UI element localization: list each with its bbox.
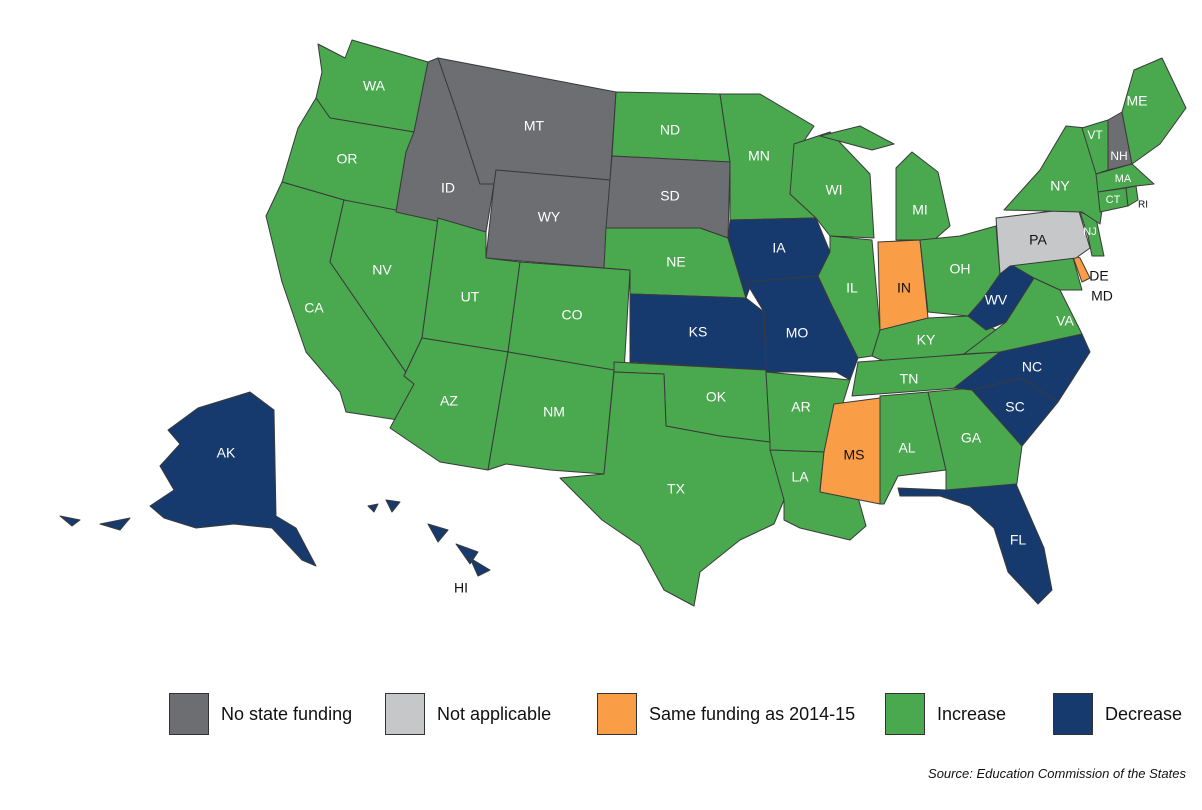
label-mo: MO bbox=[786, 325, 809, 341]
label-oh: OH bbox=[950, 261, 971, 277]
label-wy: WY bbox=[538, 209, 561, 225]
label-ks: KS bbox=[689, 324, 708, 340]
label-nh: NH bbox=[1110, 149, 1127, 163]
label-nj: NJ bbox=[1083, 226, 1096, 238]
label-wv: WV bbox=[985, 292, 1008, 308]
label-va: VA bbox=[1056, 313, 1074, 329]
legend-item-no-state-funding: No state funding bbox=[169, 692, 352, 736]
label-al: AL bbox=[898, 440, 915, 456]
state-ma bbox=[1095, 163, 1155, 193]
legend-swatch bbox=[385, 693, 425, 735]
legend-swatch bbox=[1053, 693, 1093, 735]
legend-item-decrease: Decrease bbox=[1053, 692, 1182, 736]
legend-item-increase: Increase bbox=[885, 692, 1006, 736]
label-sd: SD bbox=[660, 188, 679, 204]
label-co: CO bbox=[562, 307, 583, 323]
legend-label: Not applicable bbox=[437, 703, 552, 724]
label-pa: PA bbox=[1029, 232, 1047, 248]
label-az: AZ bbox=[440, 393, 458, 409]
legend-item-not-applicable: Not applicable bbox=[385, 692, 551, 736]
label-md: MD bbox=[1091, 288, 1113, 304]
state-wy bbox=[485, 169, 611, 269]
state-tx bbox=[559, 371, 785, 607]
state-hi bbox=[367, 499, 491, 577]
label-ct: CT bbox=[1106, 194, 1121, 206]
label-nc: NC bbox=[1022, 359, 1042, 375]
legend-label: Increase bbox=[937, 703, 1007, 724]
label-vt: VT bbox=[1087, 128, 1103, 142]
label-mn: MN bbox=[748, 148, 770, 164]
state-fl bbox=[897, 483, 1053, 605]
legend-swatch bbox=[885, 693, 925, 735]
legend-item-same-funding: Same funding as 2014-15 bbox=[597, 692, 855, 736]
legend-swatch bbox=[169, 693, 209, 735]
label-me: ME bbox=[1127, 93, 1148, 109]
label-ga: GA bbox=[961, 430, 982, 446]
legend-label: Decrease bbox=[1105, 703, 1183, 724]
label-mi: MI bbox=[912, 202, 928, 218]
state-labels: WA OR CA NV ID MT WY UT CO AZ NM ND SD N… bbox=[217, 78, 1148, 596]
label-in: IN bbox=[897, 280, 911, 296]
label-ms: MS bbox=[844, 447, 865, 463]
label-ia: IA bbox=[772, 240, 786, 256]
label-tx: TX bbox=[667, 481, 686, 497]
label-or: OR bbox=[337, 151, 358, 167]
label-tn: TN bbox=[900, 371, 919, 387]
label-hi: HI bbox=[454, 580, 468, 596]
source-note: Source: Education Commission of the Stat… bbox=[928, 766, 1186, 781]
label-sc: SC bbox=[1005, 399, 1024, 415]
label-ne: NE bbox=[666, 254, 685, 270]
label-ok: OK bbox=[706, 389, 727, 405]
label-id: ID bbox=[441, 180, 455, 196]
legend-swatch bbox=[597, 693, 637, 735]
label-de: DE bbox=[1089, 268, 1108, 284]
label-nm: NM bbox=[543, 404, 565, 420]
state-ms bbox=[819, 397, 881, 505]
state-mi bbox=[819, 125, 951, 241]
legend-label: Same funding as 2014-15 bbox=[649, 703, 856, 724]
label-wa: WA bbox=[363, 78, 386, 94]
label-ak: AK bbox=[217, 445, 236, 461]
label-ca: CA bbox=[304, 300, 324, 316]
state-ak bbox=[59, 391, 317, 567]
label-nv: NV bbox=[372, 262, 392, 278]
label-il: IL bbox=[846, 280, 858, 296]
label-wi: WI bbox=[825, 182, 842, 198]
label-ri: RI bbox=[1138, 200, 1148, 211]
label-fl: FL bbox=[1010, 532, 1027, 548]
label-ny: NY bbox=[1050, 178, 1070, 194]
label-nd: ND bbox=[660, 122, 680, 138]
legend-label: No state funding bbox=[221, 703, 353, 724]
label-ut: UT bbox=[461, 289, 480, 305]
us-map: WA OR CA NV ID MT WY UT CO AZ NM ND SD N… bbox=[59, 39, 1187, 607]
state-ri bbox=[1125, 185, 1139, 207]
label-mt: MT bbox=[524, 118, 545, 134]
label-ma: MA bbox=[1115, 173, 1132, 185]
label-ky: KY bbox=[917, 332, 936, 348]
label-ar: AR bbox=[791, 399, 810, 415]
state-il bbox=[817, 235, 881, 359]
label-la: LA bbox=[791, 469, 809, 485]
state-me bbox=[1121, 57, 1187, 165]
